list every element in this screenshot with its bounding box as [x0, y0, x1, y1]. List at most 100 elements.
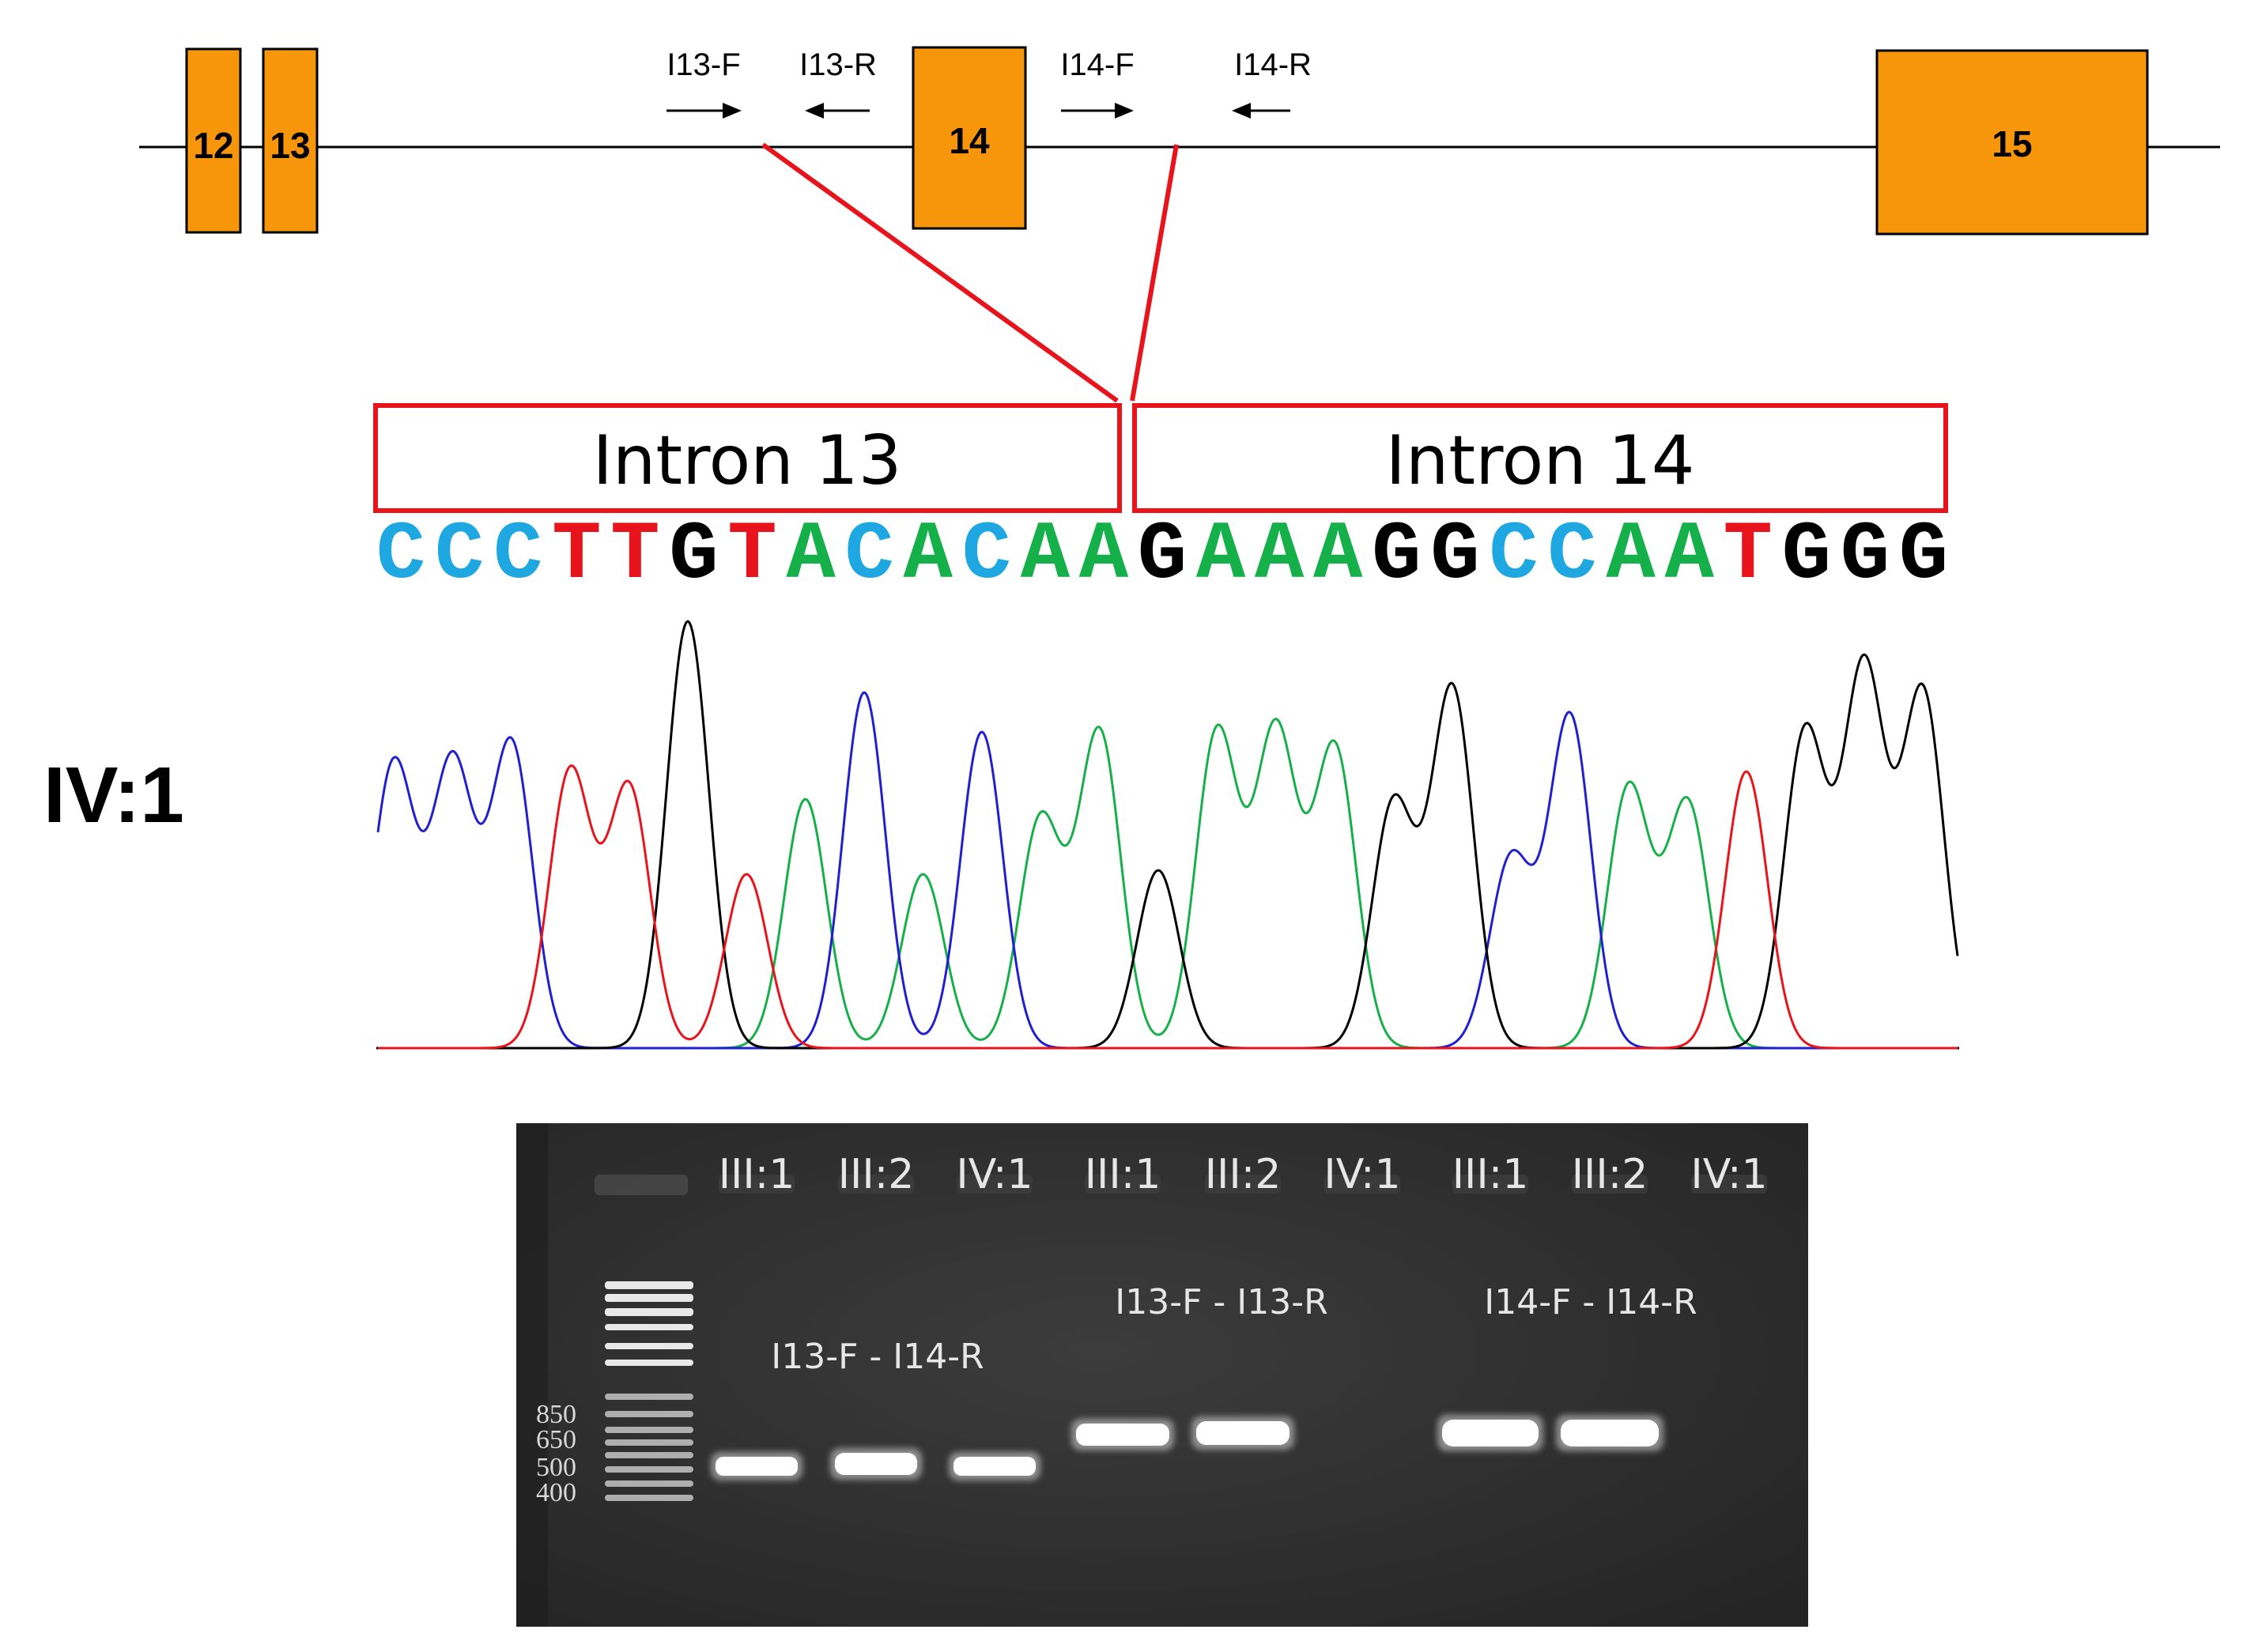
lane-label: III:1 [1085, 1151, 1161, 1198]
lane-label: III:2 [1572, 1151, 1648, 1198]
lane-well [719, 1175, 795, 1194]
lane-well [838, 1175, 914, 1194]
primer-i14-f-label: I14-F [1060, 47, 1134, 82]
ladder-band [605, 1343, 693, 1349]
agarose-gel: III:1 III:2 IV:1 III:1 III:2 IV:1 III:1 III:2 IV… [516, 1123, 1808, 1627]
intron-14-label: Intron 14 [1386, 421, 1695, 500]
gel-band [1076, 1424, 1169, 1446]
lane-labels: III:1 III:2 IV:1 III:1 III:2 IV:1 III:1 III:2 IV… [719, 1151, 1768, 1198]
sequence-base: G [1899, 509, 1948, 602]
gel-band [1442, 1420, 1539, 1446]
trace-c [376, 691, 1958, 1050]
primer-i13-r: I13-R [799, 47, 877, 119]
ladder-band [605, 1294, 693, 1302]
sequence-base: C [435, 509, 484, 602]
ladder-band [605, 1360, 693, 1366]
sequence-base: A [1255, 509, 1305, 602]
sample-label: IV:1 [43, 751, 184, 839]
sequence-base: A [1196, 509, 1246, 602]
primer-pair-label-3: I14-F - I14-R [1484, 1282, 1697, 1322]
lane-label: III:1 [719, 1151, 795, 1198]
primer-i13-r-label: I13-R [799, 47, 877, 82]
primer-i13-f: I13-F [666, 47, 742, 119]
exon-15-label: 15 [1992, 123, 2032, 164]
ladder-band [605, 1411, 693, 1417]
primer-pair-label-2: I13-F - I13-R [1115, 1282, 1327, 1322]
gel-image [516, 1123, 1808, 1627]
lane-well [1205, 1175, 1281, 1194]
ladder-band [605, 1439, 693, 1446]
breakpoint-line-intron-14 [1130, 144, 1179, 402]
intron-13-box [373, 403, 1122, 513]
intron-13-label: Intron 13 [593, 421, 902, 500]
lane-well [957, 1175, 1033, 1194]
sequence-base: G [1138, 509, 1187, 602]
trace-g [378, 620, 1959, 1050]
lane-well [1572, 1175, 1648, 1194]
ladder-band [605, 1324, 693, 1330]
sequence-base: A [1664, 509, 1714, 602]
gel-wells [595, 1175, 1767, 1195]
sequence-base: A [786, 509, 836, 602]
gel-bands [711, 1415, 1663, 1480]
lane-label: IV:1 [1690, 1151, 1767, 1198]
sequence-base: G [669, 509, 718, 602]
lane-well [1452, 1175, 1528, 1194]
lane-well [1691, 1175, 1767, 1194]
exon-13-label: 13 [270, 125, 310, 166]
ladder-band [605, 1466, 693, 1473]
lane-well [1085, 1175, 1161, 1194]
primer-i14-r: I14-R [1232, 47, 1312, 119]
exon-12-label: 12 [193, 125, 233, 166]
gene-map: 12 13 14 15 I13-F I13-R I14-F [139, 46, 2220, 403]
lane-well [1324, 1175, 1400, 1194]
breakpoint-line-intron-13 [761, 142, 1119, 403]
sequence-base: C [376, 509, 425, 602]
dna-ladder [605, 1281, 693, 1501]
intron-14-box [1132, 403, 1948, 513]
exon-15: 15 [1875, 49, 2149, 236]
sequence-base: C [1547, 509, 1596, 602]
sequence-base: G [1372, 509, 1421, 602]
lane-label: IV:1 [1324, 1151, 1400, 1198]
primer-i14-f: I14-F [1060, 47, 1135, 119]
lane-label: IV:1 [956, 1151, 1033, 1198]
sequence-base: G [1430, 509, 1479, 602]
sequence-base: A [1021, 509, 1071, 602]
exon-12: 12 [185, 47, 242, 234]
chromatogram [376, 620, 1959, 1050]
primer-pair-label-1: I13-F - I14-R [771, 1337, 984, 1377]
marker-size-labels: 850 650 500 400 [536, 1400, 576, 1507]
sequence-base: T [610, 509, 659, 602]
trace-t [378, 764, 1958, 1050]
sequence-base: C [844, 509, 893, 602]
primer-i13-f-label: I13-F [666, 47, 740, 82]
sequence-base: T [1723, 509, 1772, 602]
sequence-base: A [903, 509, 953, 602]
ladder-band [605, 1308, 693, 1316]
ladder-band [605, 1427, 693, 1433]
lane-label: III:2 [1205, 1151, 1282, 1198]
exon-14: 14 [912, 46, 1027, 230]
sequence-base: T [727, 509, 776, 602]
gel-band [835, 1453, 917, 1475]
primer-i14-r-label: I14-R [1234, 47, 1312, 82]
ladder-band [605, 1480, 693, 1487]
lane-label: III:1 [1452, 1151, 1529, 1198]
gel-band [1196, 1421, 1290, 1445]
lane-label: III:2 [838, 1151, 915, 1198]
gel-band [953, 1457, 1036, 1476]
sequence-base: A [1079, 509, 1129, 602]
ladder-band [605, 1495, 693, 1501]
exon-14-label: 14 [949, 120, 990, 161]
marker-500-label: 500 [536, 1453, 576, 1482]
gel-band [1561, 1420, 1659, 1446]
gel-band [716, 1457, 798, 1476]
sequence-base: A [1606, 509, 1656, 602]
ladder-band [605, 1452, 693, 1458]
ladder-band [605, 1281, 693, 1289]
exon-13: 13 [262, 47, 319, 234]
ladder-band [605, 1394, 693, 1400]
